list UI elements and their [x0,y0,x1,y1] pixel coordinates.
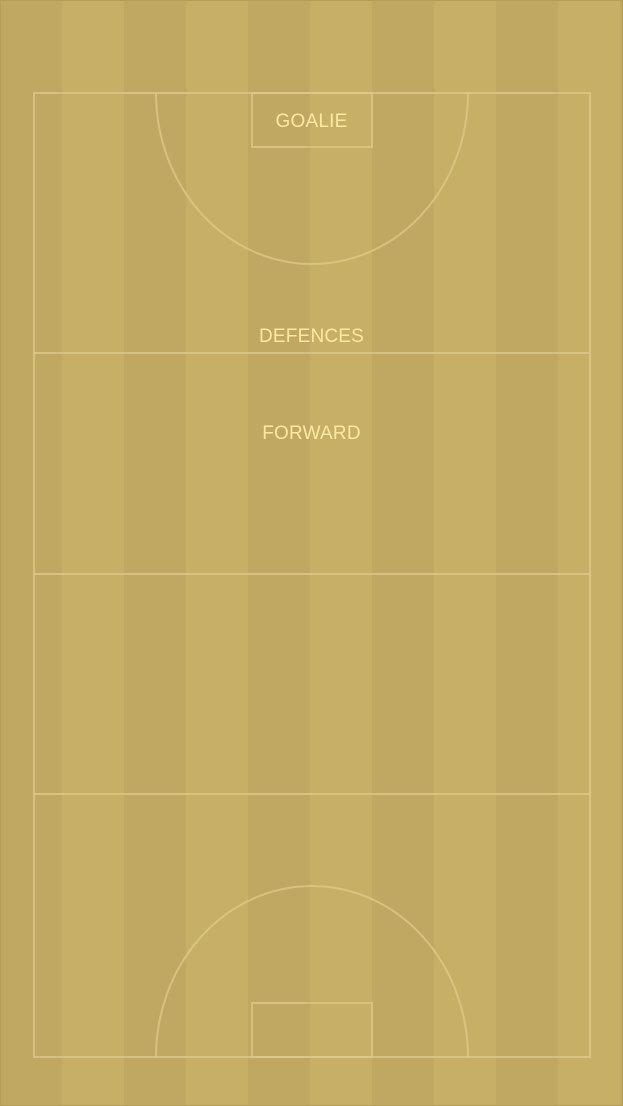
defences-position-label[interactable]: DEFENCES [258,326,365,347]
forward-position-label[interactable]: FORWARD [262,423,361,444]
bottom-goal-arc [155,885,469,1058]
top-goal-arc [155,92,469,265]
bottom-goal-box [251,1002,373,1058]
goalie-position-label[interactable]: GOALIE [275,111,348,132]
top-goal-box [251,92,373,148]
